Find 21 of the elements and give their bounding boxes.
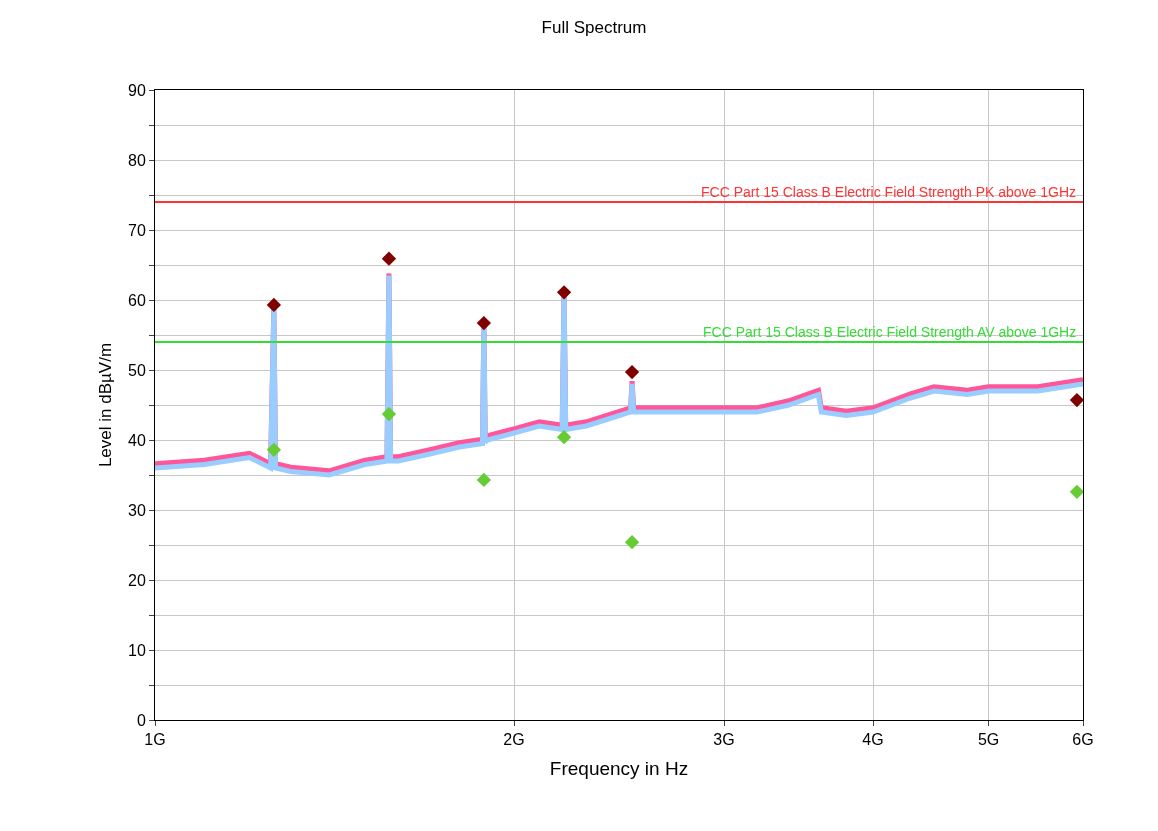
x-tick-label: 3G <box>713 731 735 749</box>
y-tick-label: 10 <box>128 641 146 659</box>
y-axis-title: Level in dBµV/m <box>95 342 115 468</box>
x-tick-label: 1G <box>144 731 166 749</box>
x-tick-label: 5G <box>977 731 1000 749</box>
y-tick-label: 50 <box>128 361 146 379</box>
ref-line-label: FCC Part 15 Class B Electric Field Strength PK above 1GHz <box>701 184 1077 200</box>
chart-title: Full Spectrum <box>541 17 647 37</box>
x-tick-label: 4G <box>862 731 884 749</box>
y-tick-label: 20 <box>128 571 146 589</box>
y-tick-label: 0 <box>136 711 146 729</box>
y-tick-label: 60 <box>128 291 146 309</box>
x-tick-label: 2G <box>503 731 525 749</box>
ref-line-label: FCC Part 15 Class B Electric Field Strength AV above 1GHz <box>703 324 1077 340</box>
y-tick-label: 40 <box>128 431 146 449</box>
x-tick-label: 6G <box>1072 731 1094 749</box>
x-axis-title: Frequency in Hz <box>549 758 689 779</box>
y-tick-label: 90 <box>128 81 146 99</box>
y-tick-label: 30 <box>128 501 146 519</box>
y-tick-label: 70 <box>128 221 146 239</box>
y-tick-label: 80 <box>128 151 146 169</box>
